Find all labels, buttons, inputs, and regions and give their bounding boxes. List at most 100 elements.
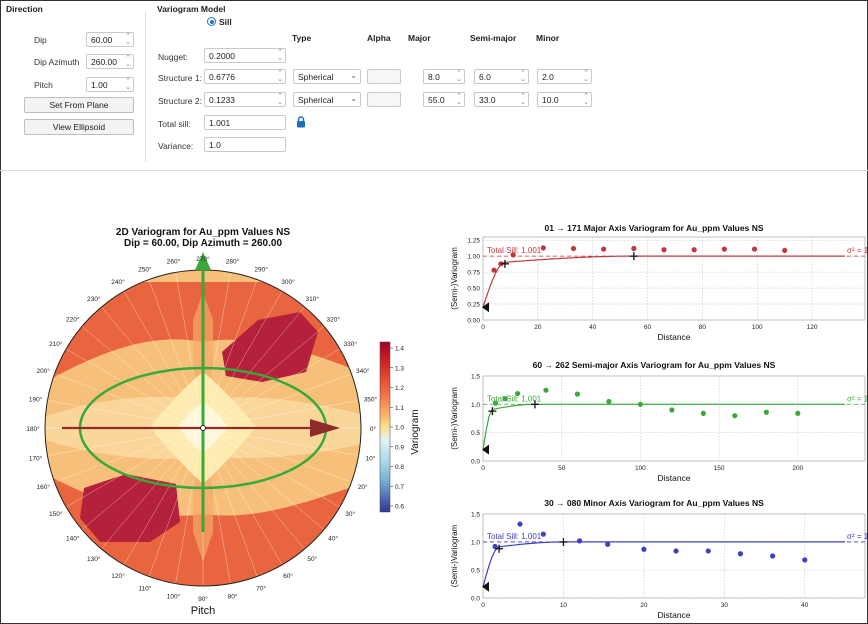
polar-angle-label: 290°: [254, 265, 268, 273]
structure1-alpha-field[interactable]: [367, 69, 401, 84]
x-axis-label: Distance: [657, 332, 690, 342]
colorbar-ticks: 1.4 1.3 1.2 1.1 1.0 0.9 0.8 0.7 0.6: [390, 346, 404, 511]
polar-spoke: [202, 272, 231, 429]
data-point: [605, 541, 611, 547]
view-ellipsoid-button[interactable]: View Ellipsoid: [24, 119, 134, 135]
structure1-sill-field[interactable]: 0.6776: [204, 69, 286, 84]
sill-radio[interactable]: [207, 17, 216, 26]
dip-azimuth-spinner[interactable]: ⌃ ⌄: [125, 55, 131, 68]
range-handle[interactable]: [530, 400, 539, 409]
structure1-type-value: Spherical: [298, 72, 334, 82]
polar-angle-label: 10°: [365, 455, 375, 463]
data-point: [606, 398, 612, 405]
structure1-major-spinner[interactable]: ⌃ ⌄: [456, 70, 462, 83]
structure2-minor-spinner[interactable]: ⌃ ⌄: [583, 93, 589, 106]
data-point: [540, 531, 546, 537]
structure1-major-field[interactable]: 8.0: [423, 69, 465, 84]
polar-angle-label: 170°: [29, 455, 43, 463]
total-sill-annotation: Total Sill: 1.001: [487, 394, 542, 403]
structure2-type-select[interactable]: Spherical ⌄: [293, 92, 361, 107]
polar-spoke: [81, 326, 204, 429]
polar-angle-label: 180°: [26, 425, 40, 433]
pitch-spinner[interactable]: ⌃ ⌄: [125, 78, 131, 91]
nugget-label: Nugget:: [158, 52, 188, 62]
x-tick-label: 0: [481, 602, 485, 609]
dip-value: 60.00: [91, 35, 113, 45]
structure1-semimajor-spinner[interactable]: ⌃ ⌄: [520, 70, 526, 83]
total-sill-value: 1.001: [209, 118, 231, 128]
structure1-minor-spinner[interactable]: ⌃ ⌄: [583, 70, 589, 83]
polar-spoke: [202, 427, 231, 584]
nugget-handle[interactable]: [482, 581, 489, 592]
nugget-handle[interactable]: [482, 444, 489, 455]
nugget-field[interactable]: 0.2000: [204, 48, 286, 63]
range-handle[interactable]: [495, 544, 504, 553]
lock-icon[interactable]: [296, 116, 306, 128]
structure1-sill-spinner[interactable]: ⌃ ⌄: [277, 70, 283, 83]
structure2-alpha-field[interactable]: [367, 92, 401, 107]
polar-angle-label: 330°: [343, 340, 357, 348]
data-point: [795, 410, 801, 416]
y-tick-label: 0.5: [471, 430, 480, 437]
range-handle[interactable]: [559, 538, 568, 546]
polar-angle-label: 280°: [226, 258, 240, 266]
polar-spoke: [81, 427, 204, 530]
data-point: [543, 387, 549, 393]
x-tick-label: 40: [589, 324, 597, 331]
polar-spoke: [202, 326, 325, 429]
data-point: [502, 396, 508, 402]
structure1-type-select[interactable]: Spherical ⌄: [293, 69, 361, 84]
data-point: [510, 252, 516, 258]
structure1-minor-field[interactable]: 2.0: [537, 69, 592, 84]
variogram-model-title: Variogram Model: [157, 4, 226, 14]
structure2-minor-field[interactable]: 10.0: [537, 92, 592, 107]
polar-angle-label: 230°: [87, 295, 101, 303]
range-handle[interactable]: [488, 407, 497, 416]
nugget-handle[interactable]: [482, 302, 489, 313]
polar-spoke: [202, 427, 325, 530]
sigma-annotation: σ² = 1: [847, 532, 868, 541]
polar-spoke: [54, 427, 204, 483]
variance-field[interactable]: 1.0: [204, 137, 286, 152]
nugget-value: 0.2000: [209, 51, 235, 61]
nugget-spinner[interactable]: ⌃ ⌄: [277, 49, 283, 62]
polar-angle-label: 50°: [307, 555, 317, 563]
polar-angle-label: 150°: [49, 510, 63, 518]
x-tick-label: 200: [792, 465, 803, 472]
data-point: [751, 246, 758, 252]
structure2-major-spinner[interactable]: ⌃ ⌄: [456, 93, 462, 106]
polar-spoke: [47, 400, 204, 429]
x-tick-label: 150: [714, 465, 725, 472]
y-tick-label: 0.0: [471, 596, 480, 603]
range-handle[interactable]: [500, 259, 509, 268]
structure2-semimajor-spinner[interactable]: ⌃ ⌄: [520, 93, 526, 106]
data-point: [576, 538, 583, 544]
structure2-sill-value: 0.1233: [209, 95, 235, 105]
structure2-semimajor-field[interactable]: 33.0: [474, 92, 529, 107]
structure2-sill-spinner[interactable]: ⌃ ⌄: [277, 93, 283, 106]
dip-azimuth-field[interactable]: 260.00: [86, 54, 134, 69]
polar-angle-label: 270°: [196, 255, 210, 263]
polar-angle-label: 240°: [111, 278, 125, 286]
x-tick-label: 0: [481, 324, 485, 331]
dip-field[interactable]: 60.00: [86, 32, 134, 47]
data-point: [631, 245, 637, 252]
polar-angle-label: 340°: [356, 367, 370, 375]
polar-angle-label: 220°: [66, 316, 80, 324]
structure2-major-field[interactable]: 55.0: [423, 92, 465, 107]
set-from-plane-button[interactable]: Set From Plane: [24, 97, 134, 113]
structure2-sill-field[interactable]: 0.1233: [204, 92, 286, 107]
dip-spinner[interactable]: ⌃ ⌄: [125, 33, 131, 46]
plot-area: [482, 513, 866, 599]
structure1-semimajor-field[interactable]: 6.0: [474, 69, 529, 84]
col-type: Type: [292, 33, 312, 43]
polar-spoke: [66, 427, 204, 508]
polar-title-line1: 2D Variogram for Au_ppm Values NS: [116, 227, 290, 238]
pitch-field[interactable]: 1.00: [86, 77, 134, 92]
range-handle[interactable]: [629, 252, 638, 261]
minor-axis-chart: 30 → 080 Minor Axis Variogram for Au_ppm…: [450, 498, 868, 620]
y-tick-label: 1.25: [467, 238, 480, 245]
polar-spoke: [202, 306, 305, 429]
colorbar-tick-label: 1.1: [395, 405, 404, 412]
polar-spoke: [202, 279, 258, 429]
